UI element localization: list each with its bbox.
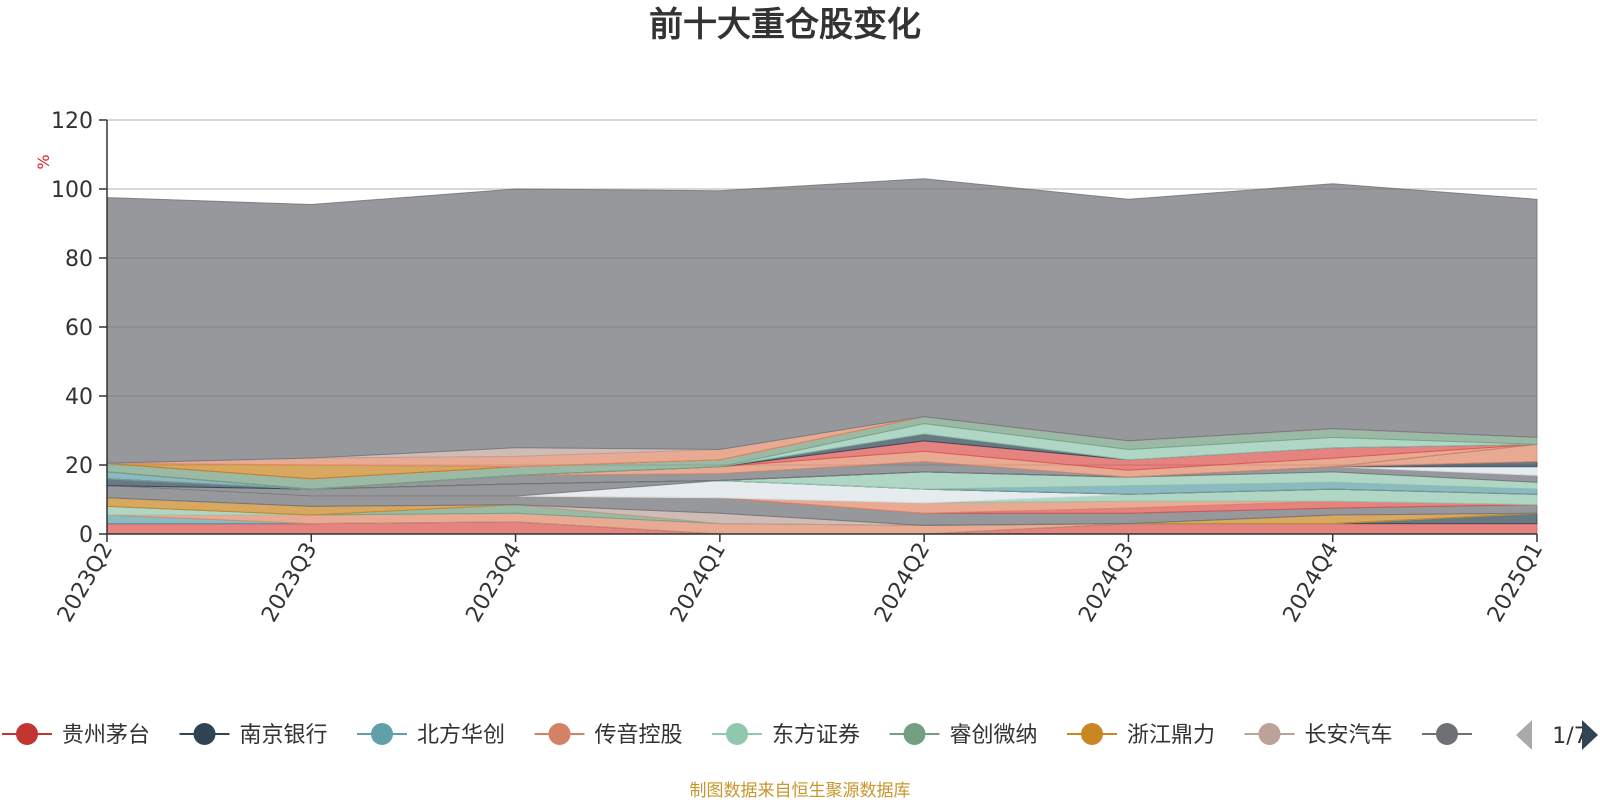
- legend-label: 北方华创: [417, 723, 505, 748]
- y-tick-label: 20: [65, 454, 93, 479]
- x-tick-label: 2025Q1: [1483, 539, 1548, 627]
- stacked-areas: [106, 178, 1538, 535]
- legend-label: 东方证券: [772, 723, 860, 748]
- axes: [99, 119, 1538, 542]
- x-tick-label: 2023Q2: [53, 539, 118, 627]
- legend-marker: [193, 723, 216, 745]
- area-series: [106, 178, 1538, 464]
- y-tick-label: 100: [51, 178, 93, 203]
- legend-marker: [1436, 723, 1458, 745]
- legend-label: 贵州茅台: [62, 723, 150, 748]
- x-tick-label: 2024Q1: [666, 539, 731, 627]
- legend-label: 传音控股: [595, 723, 683, 748]
- legend-marker: [1081, 723, 1103, 745]
- x-tick-label: 2024Q2: [870, 539, 935, 627]
- legend-pager: 1/7: [1516, 720, 1598, 750]
- x-tick-label: 2024Q3: [1074, 539, 1139, 627]
- y-tick-label: 60: [65, 316, 93, 341]
- legend-marker: [903, 723, 926, 745]
- legend-item[interactable]: [1422, 723, 1472, 745]
- legend-page-indicator: 1/7: [1552, 724, 1587, 749]
- y-tick-label: 0: [79, 523, 93, 548]
- legend-next-icon[interactable]: [1582, 720, 1598, 750]
- legend-item[interactable]: 浙江鼎力: [1067, 723, 1215, 748]
- legend-marker: [726, 723, 748, 745]
- legend-prev-icon[interactable]: [1516, 720, 1532, 750]
- legend-marker: [16, 723, 38, 745]
- chart-title: 前十大重仓股变化: [649, 5, 921, 45]
- legend-marker: [371, 723, 393, 745]
- legend-label: 浙江鼎力: [1127, 723, 1215, 748]
- x-axis-tick-labels: 2023Q2 2023Q3 2023Q4 2024Q1 2024Q2 2024Q3 2024…: [53, 539, 1548, 627]
- legend-item[interactable]: 长安汽车: [1244, 723, 1393, 748]
- y-axis-tick-labels: 0 20 40 60 80 100 120: [51, 109, 93, 548]
- legend-item[interactable]: 传音控股: [534, 723, 683, 748]
- legend-label: 睿创微纳: [950, 723, 1038, 748]
- y-tick-label: 80: [65, 247, 93, 272]
- legend-label: 南京银行: [240, 723, 328, 748]
- legend-item[interactable]: 北方华创: [357, 723, 505, 748]
- legend-label: 长安汽车: [1305, 723, 1393, 748]
- y-tick-label: 40: [65, 385, 93, 410]
- legend-item[interactable]: 南京银行: [179, 723, 328, 748]
- legend-item[interactable]: 睿创微纳: [889, 723, 1038, 748]
- y-tick-label: 120: [51, 109, 93, 134]
- x-tick-label: 2023Q3: [257, 539, 322, 627]
- legend-item[interactable]: 贵州茅台: [2, 723, 150, 748]
- legend: 贵州茅台 南京银行 北方华创 传音控股 东方证券 睿创微纳 浙江鼎力 长安汽车: [2, 723, 1472, 748]
- y-axis-unit-label: %: [34, 154, 53, 169]
- x-tick-label: 2023Q4: [461, 539, 526, 627]
- legend-marker: [1258, 723, 1281, 745]
- x-tick-label: 2024Q4: [1279, 539, 1344, 627]
- legend-marker: [548, 723, 571, 745]
- data-source-note: 制图数据来自恒生聚源数据库: [690, 781, 911, 800]
- legend-item[interactable]: 东方证券: [712, 723, 860, 748]
